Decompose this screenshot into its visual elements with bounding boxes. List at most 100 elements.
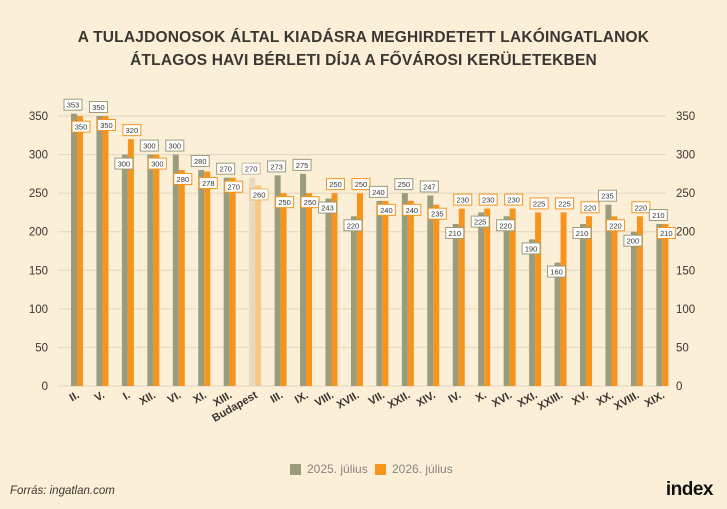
- y-axis-right: 0 50 100 150 200 250 300 350: [676, 111, 695, 393]
- data-label-2026-box: [198, 177, 218, 189]
- y-tick-label-right: 0: [676, 381, 682, 393]
- bar-2026: [560, 212, 567, 386]
- data-label-2026: 220: [609, 221, 622, 230]
- data-label-2026: 320: [126, 126, 139, 135]
- bar-2026: [458, 208, 465, 386]
- data-label-2025: 353: [67, 101, 80, 110]
- x-tick-label: II.: [68, 389, 82, 404]
- data-label-2026-box: [453, 193, 473, 206]
- bar-2026: [662, 224, 669, 386]
- y-tick-label-left: 150: [29, 265, 48, 277]
- data-label-2026: 260: [253, 190, 266, 199]
- data-label-2025: 235: [601, 192, 614, 201]
- bar-2026: [331, 193, 338, 386]
- data-label-2026-box: [96, 119, 116, 131]
- y-tick-label-left: 350: [29, 111, 48, 123]
- legend-label-2026: 2026. július: [392, 462, 453, 476]
- bar-2026: [153, 154, 160, 386]
- data-label-2026-box: [122, 124, 142, 137]
- data-label-2025: 280: [194, 157, 207, 166]
- data-label-2026-box: [478, 193, 498, 206]
- bar-2025: [223, 177, 230, 386]
- data-label-2025-box: [648, 209, 668, 221]
- y-tick-label-left: 250: [29, 188, 48, 200]
- x-tick-label: I.: [121, 389, 132, 402]
- y-tick-label-right: 250: [676, 188, 695, 200]
- data-label-2026: 210: [660, 229, 673, 238]
- bar-2026: [204, 171, 211, 386]
- data-label-2025-box: [445, 227, 465, 239]
- data-label-2025-box: [343, 219, 363, 232]
- legend-swatch-2026: [375, 463, 386, 475]
- data-label-2025: 250: [398, 180, 411, 189]
- bar-2025: [656, 224, 663, 386]
- bar-2026: [611, 216, 618, 386]
- bar-2026: [356, 193, 363, 386]
- data-label-2026: 300: [151, 160, 164, 169]
- bar-2026: [280, 193, 287, 386]
- data-labels: 353 350 350 350 300 320 300 300 300 280 280 278 270 2…: [63, 98, 676, 278]
- chart-title-line-1: A TULAJDONOSOK ÁLTAL KIADÁSRA MEGHIRDETE…: [77, 29, 650, 46]
- bar-2025: [605, 204, 612, 386]
- bar-2025: [529, 239, 536, 386]
- data-label-2025: 160: [550, 268, 563, 277]
- bar-2025: [249, 177, 256, 386]
- y-tick-label-left: 200: [29, 227, 48, 239]
- bar-2026: [382, 200, 389, 386]
- y-tick-label-right: 150: [676, 265, 695, 277]
- data-label-2025-box: [267, 160, 287, 173]
- data-label-2026-box: [249, 188, 269, 201]
- data-label-2025: 300: [118, 160, 131, 169]
- legend-item-2026[interactable]: 2026. július: [375, 462, 453, 476]
- x-tick-label: XXIII.: [536, 389, 565, 413]
- bar-2025: [401, 193, 408, 386]
- data-label-2025: 210: [448, 229, 461, 238]
- bar-2026: [229, 177, 236, 386]
- x-tick-label: XXII.: [386, 389, 413, 411]
- data-label-2025-box: [292, 158, 312, 171]
- data-label-2025: 220: [499, 221, 512, 230]
- y-tick-label-right: 100: [676, 304, 695, 316]
- data-label-2026: 220: [584, 203, 597, 212]
- data-label-2026: 278: [202, 179, 215, 188]
- data-label-2025: 220: [347, 221, 360, 230]
- bar-2025: [121, 154, 128, 386]
- data-label-2026: 230: [507, 196, 520, 205]
- bar-2025: [71, 113, 77, 386]
- bar-2025: [630, 231, 637, 386]
- x-tick-label: XII.: [138, 389, 158, 408]
- data-label-2025: 200: [627, 237, 640, 246]
- bar-2026: [586, 216, 592, 386]
- data-label-2026: 230: [456, 196, 469, 205]
- bar-2025: [198, 170, 205, 386]
- data-label-2025-box: [547, 265, 567, 278]
- data-label-2025-box: [88, 101, 108, 113]
- bar-2025: [478, 212, 485, 386]
- data-label-2026: 240: [406, 206, 419, 215]
- data-label-2025-box: [470, 215, 490, 228]
- bar-2025: [503, 216, 510, 386]
- data-label-2026: 235: [431, 210, 444, 219]
- data-label-2025-box: [521, 242, 541, 255]
- data-label-2026: 250: [278, 198, 291, 207]
- data-label-2026-box: [173, 173, 193, 185]
- data-label-2025: 275: [296, 161, 309, 170]
- data-label-2025: 300: [143, 142, 156, 151]
- bar-2026: [255, 185, 262, 386]
- data-label-2025: 300: [169, 142, 182, 151]
- data-label-2026: 280: [177, 175, 190, 184]
- data-label-2026-box: [427, 207, 447, 220]
- data-label-2025-box: [63, 98, 83, 111]
- data-label-2025: 240: [372, 188, 385, 197]
- bar-2025: [452, 224, 459, 386]
- bar-2025: [96, 116, 103, 386]
- y-tick-label-right: 350: [676, 111, 695, 123]
- x-axis: II. V. I. XII. VI. XI. XIII.Budapest III. IX. VII…: [68, 389, 667, 425]
- data-label-2025: 190: [525, 244, 538, 253]
- x-tick-label: VI.: [166, 389, 184, 406]
- data-label-2026-box: [326, 178, 345, 191]
- data-label-2026: 220: [635, 203, 648, 212]
- legend-item-2025[interactable]: 2025. július: [290, 462, 368, 476]
- data-label-2026-box: [631, 201, 651, 214]
- bar-2025: [274, 175, 281, 386]
